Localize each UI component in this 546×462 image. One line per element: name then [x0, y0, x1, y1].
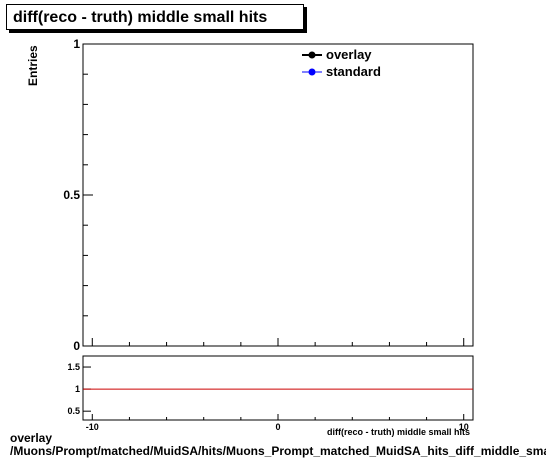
ratio-x-axis: -10 0 10: [86, 414, 469, 432]
legend: overlay standard: [302, 47, 381, 79]
legend-overlay-label: overlay: [326, 47, 372, 62]
legend-standard-label: standard: [326, 64, 381, 79]
footer-line-1: overlay: [10, 432, 53, 445]
y-tick-label: 0: [73, 339, 80, 353]
x-tick-label: 10: [459, 422, 469, 432]
ratio-y-tick-label: 0.5: [67, 406, 80, 416]
legend-overlay-marker: [308, 51, 316, 59]
ratio-y-tick-label: 1.5: [67, 362, 80, 372]
legend-standard-marker: [308, 68, 316, 76]
y-axis-title: Entries: [26, 45, 40, 86]
main-y-axis: 00.51: [63, 37, 93, 353]
footer-line-2: /Muons/Prompt/matched/MuidSA/hits/Muons_…: [10, 444, 546, 458]
ratio-plot-frame: [82, 355, 474, 421]
x-tick-label: -10: [86, 422, 99, 432]
main-x-axis: [91, 338, 465, 346]
y-tick-label: 1: [73, 37, 80, 51]
x-tick-label: 0: [275, 422, 280, 432]
ratio-y-tick-label: 1: [75, 384, 80, 394]
x-axis-title: diff(reco - truth) middle small hits: [327, 427, 470, 437]
y-tick-label: 0.5: [63, 188, 80, 202]
main-plot-frame: [82, 43, 474, 347]
chart-title: diff(reco - truth) middle small hits: [6, 4, 304, 30]
footer: overlay /Muons/Prompt/matched/MuidSA/hit…: [10, 432, 546, 458]
